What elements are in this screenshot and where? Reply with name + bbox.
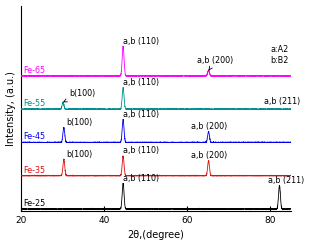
Text: b(100): b(100) [64,89,95,102]
Text: b(100): b(100) [66,118,92,127]
Text: Fe-55: Fe-55 [23,99,46,108]
Text: a,b (211): a,b (211) [268,176,304,185]
Text: a,b (200): a,b (200) [191,122,227,131]
Text: b(100): b(100) [66,150,92,159]
Text: a:A2
b:B2: a:A2 b:B2 [270,46,289,65]
Text: Fe-35: Fe-35 [23,166,45,175]
Text: Fe-25: Fe-25 [23,199,46,208]
Text: a,b (211): a,b (211) [264,97,300,106]
Text: a,b (110): a,b (110) [123,174,159,183]
Text: a,b (200): a,b (200) [191,151,227,160]
Text: Fe-45: Fe-45 [23,132,45,141]
Text: a,b (200): a,b (200) [197,56,234,70]
Text: a,b (110): a,b (110) [123,78,159,87]
Text: a,b (110): a,b (110) [123,146,159,155]
X-axis label: 2θ,(degree): 2θ,(degree) [127,231,184,240]
Text: Fe-65: Fe-65 [23,66,45,75]
Text: a,b (110): a,b (110) [123,37,159,46]
Y-axis label: Intensity, (a.u.): Intensity, (a.u.) [6,71,16,146]
Text: a,b (110): a,b (110) [123,110,159,119]
